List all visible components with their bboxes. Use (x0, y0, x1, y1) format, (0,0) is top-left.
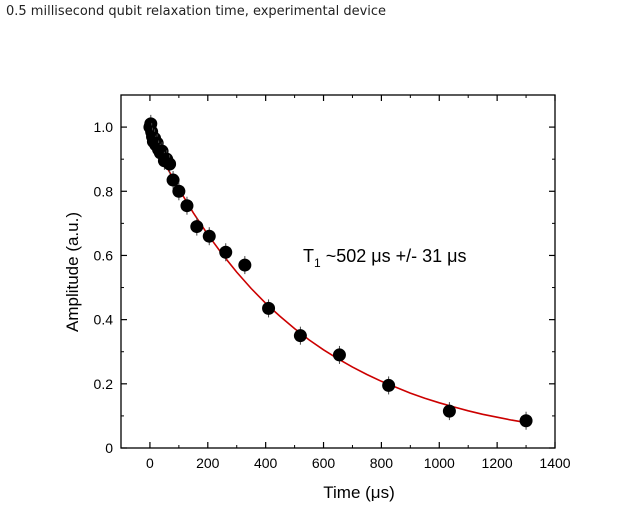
y-tick-label: 0.2 (94, 376, 114, 392)
y-tick-label: 0.4 (94, 312, 114, 328)
y-tick-label: 1.0 (94, 119, 114, 135)
data-point (519, 414, 533, 428)
x-axis-label: Time (μs) (323, 483, 395, 502)
x-tick-label: 0 (146, 455, 154, 471)
points-layer (143, 114, 533, 430)
x-tick-label: 1200 (482, 455, 513, 471)
data-point (382, 378, 396, 392)
x-tick-label: 1000 (424, 455, 455, 471)
fit-layer (149, 133, 527, 424)
ticks-layer: 0 200 400 600 800 1000 1200 1400 0 0.2 0.4 0.6 0.8 1.… (94, 95, 571, 471)
data-point (180, 199, 194, 213)
x-tick-label: 400 (254, 455, 278, 471)
data-point (332, 348, 346, 362)
y-tick-label: 0 (105, 440, 113, 456)
data-point (190, 220, 204, 234)
data-point (293, 329, 307, 343)
x-tick-label: 600 (312, 455, 336, 471)
figure-caption: 0.5 millisecond qubit relaxation time, e… (6, 4, 387, 19)
data-point (172, 184, 186, 198)
fit-curve (149, 133, 527, 424)
data-point (202, 229, 216, 243)
y-tick-label: 0.8 (94, 183, 114, 199)
data-point (442, 404, 456, 418)
x-tick-label: 200 (196, 455, 220, 471)
data-point (262, 301, 276, 315)
t1-annotation-subscript: 1 (314, 256, 321, 270)
t1-annotation: T1 ~502 μs +/- 31 μs (303, 246, 467, 270)
x-tick-label: 800 (370, 455, 394, 471)
t1-annotation-value: ~502 μs +/- 31 μs (321, 246, 467, 266)
y-tick-label: 0.6 (94, 247, 114, 263)
x-tick-label: 1400 (539, 455, 570, 471)
plot-frame (120, 94, 556, 449)
data-point (219, 245, 233, 259)
t1-annotation-main: T (303, 246, 314, 266)
data-point (238, 258, 252, 272)
data-point (163, 157, 177, 171)
y-axis-label: Amplitude (a.u.) (63, 212, 82, 332)
data-point (166, 173, 180, 187)
